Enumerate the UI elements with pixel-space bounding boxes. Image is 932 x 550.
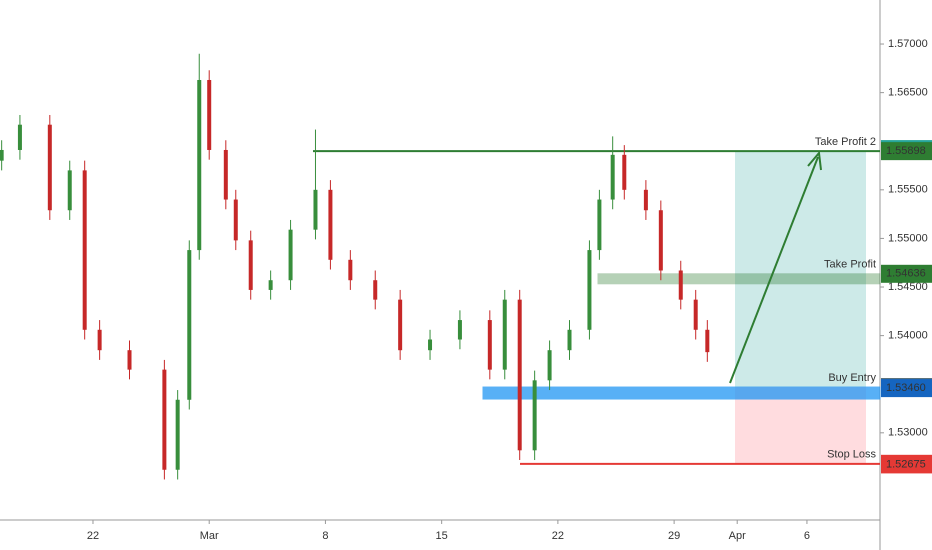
candle-body [428,339,433,351]
candle-body [313,189,318,230]
candle-body [197,79,202,251]
candle-body [517,299,522,451]
x-tick-label: Apr [729,530,746,542]
candle-body [162,369,167,470]
candle-body [567,329,572,351]
candle-body [398,299,403,351]
price-label-box [881,455,932,474]
candle-body [97,329,102,351]
candle-body [82,170,87,330]
candle-body [288,229,293,281]
x-tick-label: 8 [322,530,328,542]
candle-body [457,320,462,340]
candle-body [175,399,180,470]
price-label: 1.54636 [886,268,926,280]
candle-body [47,124,52,211]
candle-body [348,259,353,281]
x-tick-label: Mar [200,530,219,542]
candle-body [268,280,273,290]
candle-body [658,210,663,271]
candle-body [622,154,627,190]
candle-body [610,154,615,200]
price-label: 1.52675 [886,458,926,470]
level-label: Buy Entry [828,372,876,384]
y-tick-label: 1.55500 [888,184,928,196]
candle-body [328,189,333,260]
candle-body [643,189,648,211]
x-tick-label: 29 [668,530,680,542]
y-tick-label: 1.54000 [888,330,928,342]
projection-arrow [729,156,819,384]
y-tick-label: 1.56500 [888,87,928,99]
candle-body [207,79,212,150]
price-label-box [881,142,932,161]
candle-body [187,250,192,400]
candle-body [678,270,683,300]
level-label: Take Profit [824,259,876,271]
candle-body [587,250,592,330]
candle-body [248,240,253,290]
candle-body [597,199,602,251]
x-tick-label: 22 [552,530,564,542]
candle-body [373,280,378,300]
level-label: Stop Loss [827,449,876,461]
price-label-box [881,264,932,283]
candle-body [223,149,228,200]
x-tick-label: 22 [87,530,99,542]
y-tick-label: 1.53000 [888,427,928,439]
y-tick-label: 1.55000 [888,232,928,244]
level-zone [482,386,881,400]
candle-body [547,350,552,381]
candle-body [67,170,72,211]
candle-body [502,299,507,370]
y-tick-label: 1.57000 [888,38,928,50]
candle-body [127,350,132,370]
price-label: 1.55898 [886,145,926,157]
y-tick-label: 1.54500 [888,281,928,293]
level-label: Take Profit 2 [815,136,876,148]
candle-body [0,149,4,161]
candle-body [233,199,238,241]
x-tick-label: 15 [436,530,448,542]
arrow-head [807,150,822,171]
x-tick-label: 6 [804,530,810,542]
price-label-box [881,379,932,398]
candle-body [17,124,22,150]
candle-body [705,329,710,353]
loss-zone [735,387,866,464]
candle-body [487,320,492,370]
price-label: 1.53460 [886,382,926,394]
candle-body [693,299,698,330]
level-zone [597,273,881,285]
profit-zone [735,151,866,388]
candle-body [532,380,537,451]
